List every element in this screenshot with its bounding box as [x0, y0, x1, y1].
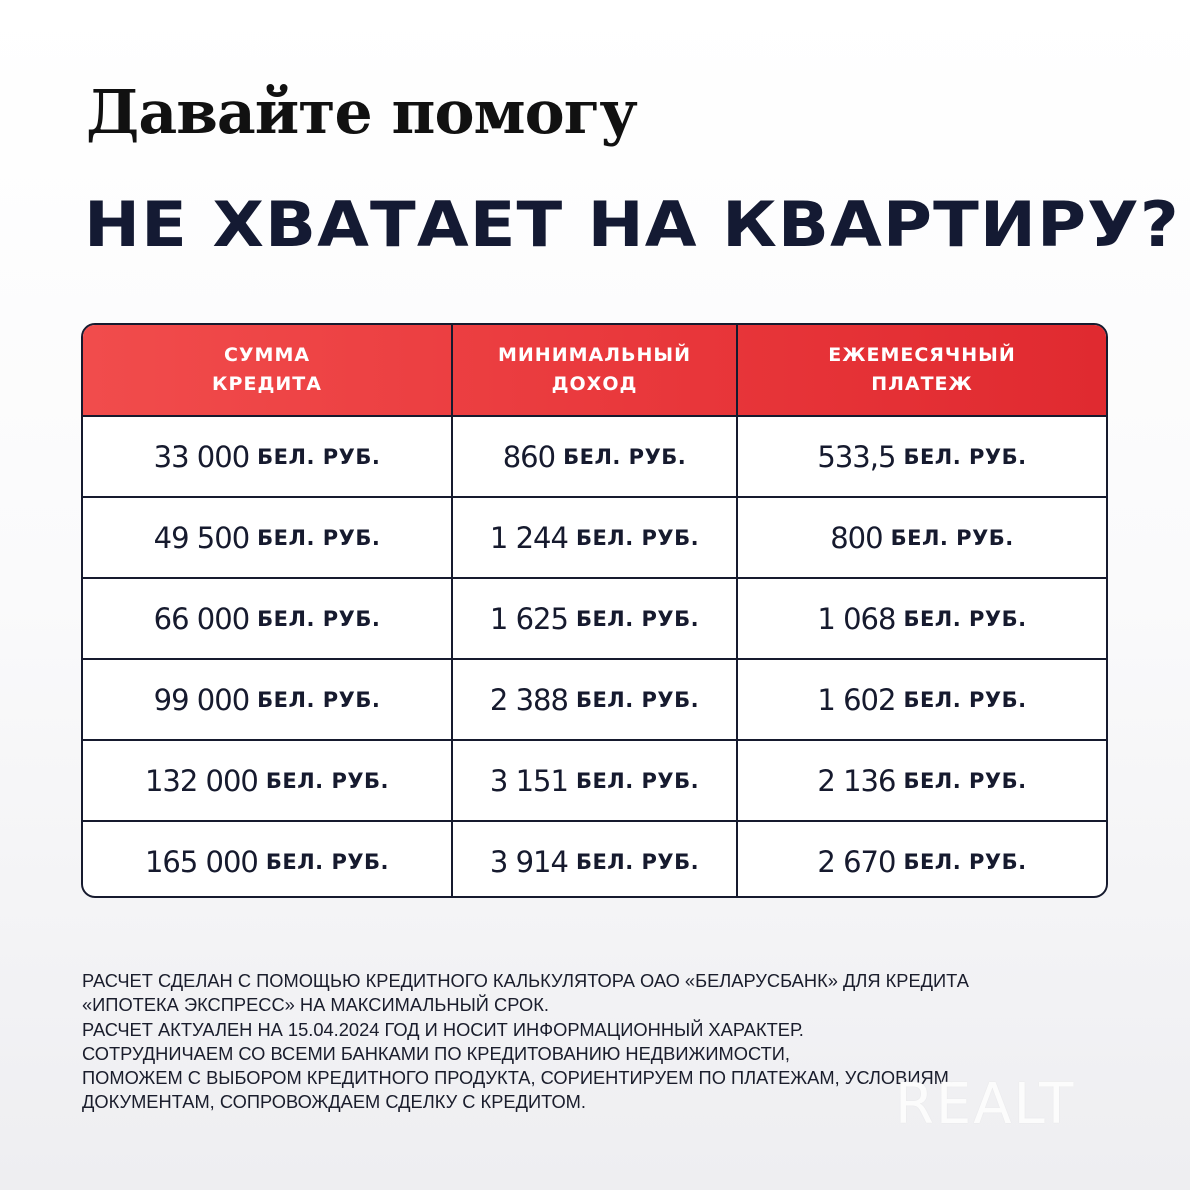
- currency-unit: БЕЛ. РУБ.: [575, 687, 700, 712]
- cell-value: 860: [502, 439, 556, 474]
- cell-value: 800: [830, 520, 883, 555]
- header-monthly-payment: ЕЖЕМЕСЯЧНЫЙ ПЛАТЕЖ: [828, 344, 1016, 395]
- currency-unit: БЕЛ. РУБ.: [903, 444, 1027, 469]
- cell-value: 1 068: [817, 601, 896, 636]
- currency-unit: БЕЛ. РУБ.: [903, 606, 1027, 631]
- cell-value: 2 136: [817, 763, 896, 798]
- currency-unit: БЕЛ. РУБ.: [903, 687, 1027, 712]
- table-header-row: СУММА КРЕДИТА МИНИМАЛЬНЫЙ ДОХОД ЕЖЕМЕСЯЧ…: [83, 325, 1106, 415]
- table-row: 66 000 БЕЛ. РУБ. 1 625 БЕЛ. РУБ. 1 068 БЕЛ. Р…: [83, 577, 1106, 658]
- cell-value: 1 625: [489, 601, 569, 636]
- currency-unit: БЕЛ. РУБ.: [575, 768, 700, 793]
- cell-min-income: 1 244 БЕЛ. РУБ.: [453, 498, 738, 577]
- cell-min-income: 1 625 БЕЛ. РУБ.: [453, 579, 738, 658]
- table-row: 33 000 БЕЛ. РУБ. 860 БЕЛ. РУБ. 533,5 БЕЛ. РУБ…: [83, 415, 1106, 496]
- mortgage-table: СУММА КРЕДИТА МИНИМАЛЬНЫЙ ДОХОД ЕЖЕМЕСЯЧ…: [81, 323, 1108, 898]
- cell-min-income: 2 388 БЕЛ. РУБ.: [453, 660, 738, 739]
- header-min-income: МИНИМАЛЬНЫЙ ДОХОД: [453, 325, 738, 415]
- table-row: 99 000 БЕЛ. РУБ. 2 388 БЕЛ. РУБ. 1 602 БЕЛ. Р…: [83, 658, 1106, 739]
- currency-unit: БЕЛ. РУБ.: [265, 768, 390, 793]
- cell-loan-amount: 33 000 БЕЛ. РУБ.: [83, 417, 453, 496]
- cell-min-income: 3 151 БЕЛ. РУБ.: [453, 741, 738, 820]
- cell-min-income: 860 БЕЛ. РУБ.: [453, 417, 738, 496]
- cell-value: 2 388: [489, 682, 569, 717]
- cell-value: 2 670: [817, 844, 896, 879]
- table-row: 49 500 БЕЛ. РУБ. 1 244 БЕЛ. РУБ. 800 БЕЛ. РУБ…: [83, 496, 1106, 577]
- cell-value: 3 151: [489, 763, 569, 798]
- cell-monthly-payment: 800 БЕЛ. РУБ.: [738, 498, 1106, 577]
- cell-value: 66 000: [153, 601, 250, 636]
- cell-monthly-payment: 1 068 БЕЛ. РУБ.: [738, 579, 1106, 658]
- cell-value: 1 602: [817, 682, 896, 717]
- cell-value: 3 914: [489, 844, 569, 879]
- cell-value: 165 000: [144, 844, 259, 879]
- cell-loan-amount: 66 000 БЕЛ. РУБ.: [83, 579, 453, 658]
- cell-loan-amount: 132 000 БЕЛ. РУБ.: [83, 741, 453, 820]
- cell-value: 99 000: [153, 682, 250, 717]
- currency-unit: БЕЛ. РУБ.: [575, 849, 700, 874]
- currency-unit: БЕЛ. РУБ.: [563, 444, 687, 469]
- table-row: 165 000 БЕЛ. РУБ. 3 914 БЕЛ. РУБ. 2 670 БЕЛ. …: [83, 820, 1106, 896]
- cell-value: 33 000: [153, 439, 250, 474]
- cell-monthly-payment: 2 670 БЕЛ. РУБ.: [738, 822, 1106, 896]
- currency-unit: БЕЛ. РУБ.: [890, 525, 1014, 550]
- table-row: 132 000 БЕЛ. РУБ. 3 151 БЕЛ. РУБ. 2 136 БЕЛ. …: [83, 739, 1106, 820]
- cell-value: 533,5: [817, 439, 896, 474]
- currency-unit: БЕЛ. РУБ.: [903, 768, 1027, 793]
- cell-min-income: 3 914 БЕЛ. РУБ.: [453, 822, 738, 896]
- currency-unit: БЕЛ. РУБ.: [265, 849, 390, 874]
- cell-monthly-payment: 533,5 БЕЛ. РУБ.: [738, 417, 1106, 496]
- currency-unit: БЕЛ. РУБ.: [257, 687, 381, 712]
- cell-loan-amount: 99 000 БЕЛ. РУБ.: [83, 660, 453, 739]
- currency-unit: БЕЛ. РУБ.: [575, 606, 700, 631]
- cell-value: 1 244: [489, 520, 569, 555]
- cell-monthly-payment: 1 602 БЕЛ. РУБ.: [738, 660, 1106, 739]
- cell-monthly-payment: 2 136 БЕЛ. РУБ.: [738, 741, 1106, 820]
- currency-unit: БЕЛ. РУБ.: [257, 444, 381, 469]
- footnote: Расчет сделан с помощью кредитного кальк…: [82, 970, 969, 1113]
- cell-value: 132 000: [144, 763, 259, 798]
- currency-unit: БЕЛ. РУБ.: [903, 849, 1027, 874]
- currency-unit: БЕЛ. РУБ.: [257, 525, 381, 550]
- headline-title: Давайте помогу: [86, 78, 638, 148]
- headline-question: НЕ ХВАТАЕТ НА КВАРТИРУ?: [84, 188, 1180, 261]
- currency-unit: БЕЛ. РУБ.: [575, 525, 700, 550]
- realt-watermark-logo: REALT: [895, 1072, 1076, 1137]
- cell-loan-amount: 165 000 БЕЛ. РУБ.: [83, 822, 453, 896]
- cell-value: 49 500: [153, 520, 250, 555]
- cell-loan-amount: 49 500 БЕЛ. РУБ.: [83, 498, 453, 577]
- header-loan-amount: СУММА КРЕДИТА: [83, 325, 453, 415]
- currency-unit: БЕЛ. РУБ.: [257, 606, 381, 631]
